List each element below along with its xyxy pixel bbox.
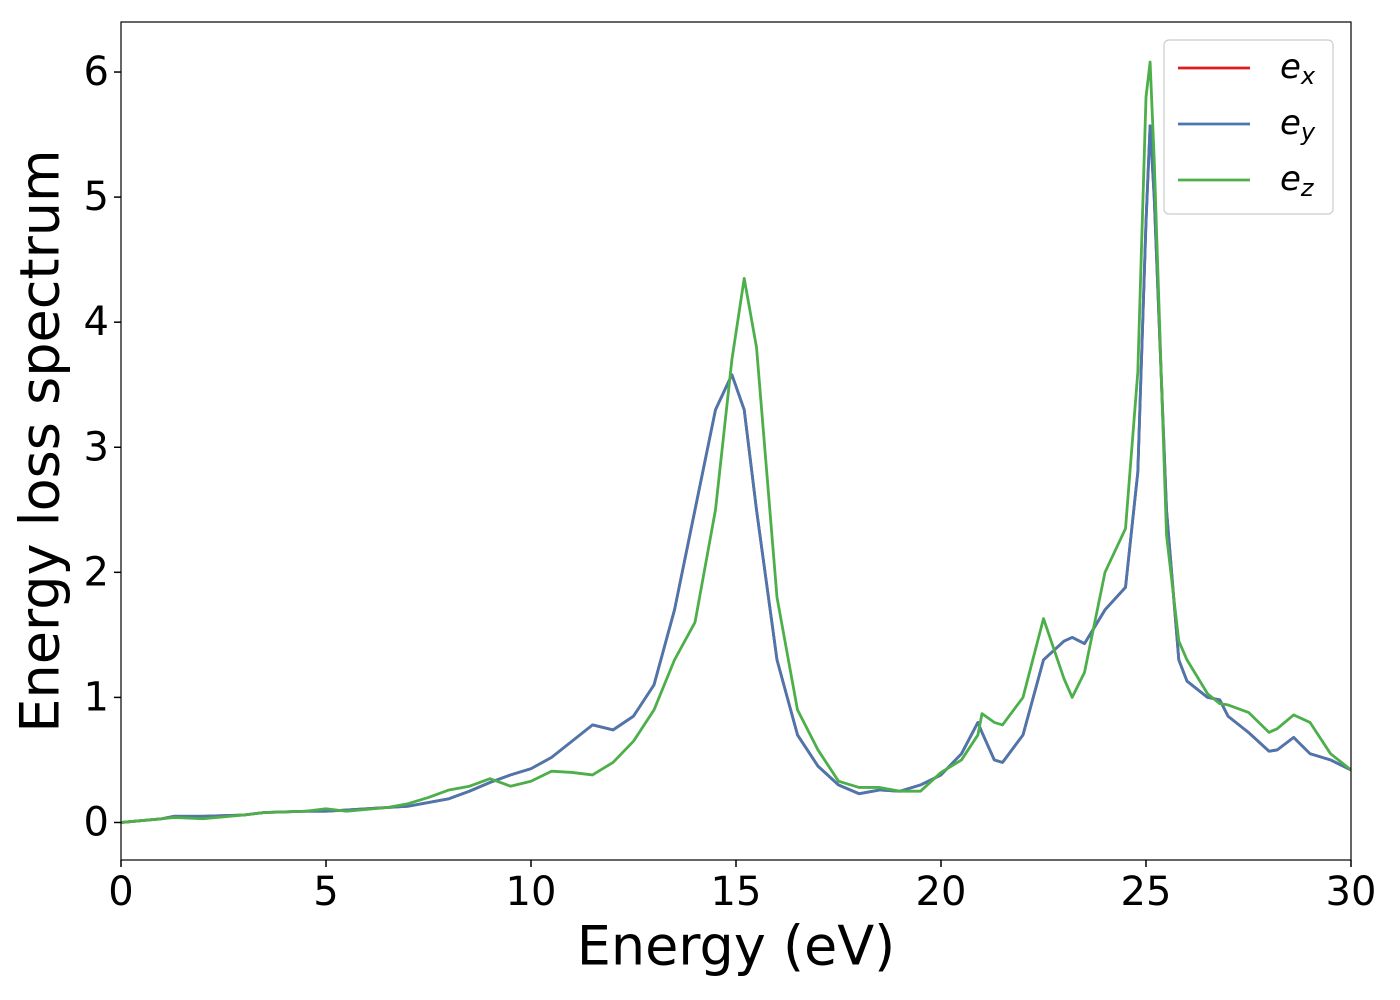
y-tick-label: 3 [84,424,109,470]
x-tick-label: 15 [711,869,762,915]
y-tick-label: 4 [84,299,109,345]
y-tick-label: 2 [84,549,109,595]
x-tick-label: 10 [506,869,557,915]
x-tick-label: 5 [313,869,338,915]
line-series [121,124,1351,824]
y-tick-label: 0 [84,799,109,845]
x-tick-label: 0 [108,869,133,915]
legend-label: ez [1280,159,1315,203]
x-tick-label: 20 [916,869,967,915]
line-series [121,60,1351,824]
x-axis-label: Energy (eV) [577,915,896,978]
legend-box [1163,39,1334,215]
plot-frame [120,21,1352,861]
y-tick-label: 1 [84,674,109,720]
y-tick-label: 6 [84,49,109,95]
x-tick-label: 25 [1121,869,1172,915]
legend-label: ey [1280,103,1316,147]
legend-label: ex [1280,47,1316,91]
y-tick-label: 5 [84,174,109,220]
line-series [121,124,1351,824]
y-axis-label: Energy loss spectrum [9,149,72,732]
x-tick-label: 30 [1326,869,1377,915]
